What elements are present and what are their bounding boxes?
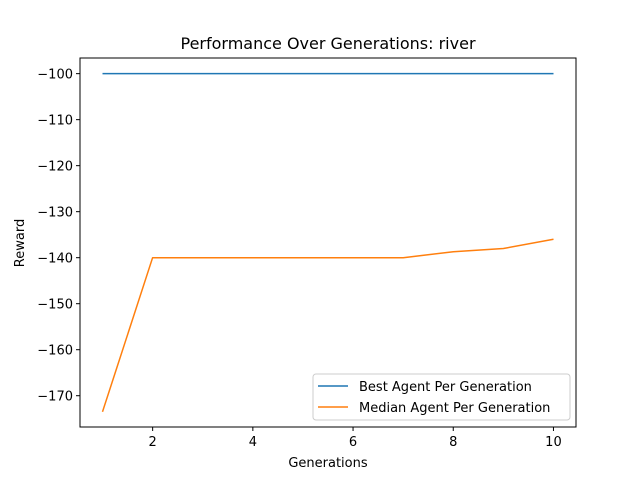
- y-tick-label: −170: [37, 390, 73, 405]
- x-tick-label: 8: [449, 435, 457, 450]
- legend-label-median: Median Agent Per Generation: [359, 401, 550, 416]
- y-tick-label: −100: [37, 68, 73, 83]
- x-tick-label: 6: [349, 435, 357, 450]
- chart-title: Performance Over Generations: river: [180, 34, 475, 53]
- y-tick-label: −150: [37, 298, 73, 313]
- y-tick-label: −140: [37, 252, 73, 267]
- y-axis-ticks: −100 −110 −120 −130 −140 −150 −160 −170: [37, 68, 80, 405]
- x-axis-label: Generations: [288, 456, 368, 471]
- series-layer: [101, 72, 554, 413]
- x-tick-label: 4: [249, 435, 257, 450]
- plot-frame: [79, 57, 577, 428]
- y-tick-label: −110: [37, 114, 73, 129]
- x-tick-label: 10: [545, 435, 562, 450]
- x-tick-label: 2: [149, 435, 157, 450]
- series-line-median-agent: [101, 238, 554, 413]
- y-tick-label: −130: [37, 206, 73, 221]
- y-axis-label: Reward: [13, 219, 28, 267]
- y-tick-label: −160: [37, 344, 73, 359]
- legend: Best Agent Per Generation Median Agent P…: [312, 373, 571, 421]
- x-axis-ticks: 2 4 6 8 10: [149, 427, 562, 450]
- legend-box: [312, 373, 571, 421]
- y-tick-label: −120: [37, 160, 73, 175]
- legend-label-best: Best Agent Per Generation: [359, 380, 532, 395]
